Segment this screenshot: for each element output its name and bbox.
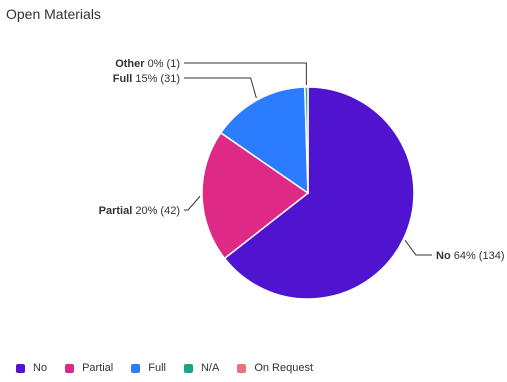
pie-slice-full[interactable] — [219, 86, 309, 195]
leader-line-no — [404, 239, 432, 256]
legend-label-na: N/A — [200, 362, 220, 374]
legend-label-no: No — [33, 362, 48, 374]
pie-slice-other[interactable] — [304, 86, 309, 194]
chart-title: Open Materials — [6, 6, 101, 22]
leader-line-other — [184, 62, 307, 86]
legend-item-on-request[interactable]: On Request — [237, 362, 313, 374]
chart-legend: No Partial Full N/A On Request — [16, 362, 331, 374]
pie-slice-no[interactable] — [223, 86, 415, 300]
legend-item-na[interactable]: N/A — [183, 362, 220, 374]
legend-swatch-partial — [65, 363, 75, 373]
leader-line-full — [184, 77, 257, 99]
legend-swatch-no — [16, 363, 25, 373]
legend-swatch-full — [131, 363, 141, 373]
data-label-partial: Partial 20% (42) — [99, 205, 180, 217]
legend-item-partial[interactable]: Partial — [65, 362, 113, 374]
legend-label-partial: Partial — [82, 362, 114, 374]
pie-chart: No 64% (134) Partial 20% (42) Full 15% (31… — [99, 58, 504, 300]
legend-item-full[interactable]: Full — [131, 362, 166, 374]
legend-swatch-na — [183, 363, 193, 373]
legend-item-no[interactable]: No — [16, 362, 47, 374]
legend-label-on-request: On Request — [254, 362, 314, 374]
data-label-full: Full 15% (31) — [113, 73, 180, 85]
legend-swatch-on-request — [237, 363, 247, 373]
data-label-no: No 64% (134) — [436, 250, 504, 262]
leader-line-partial — [184, 195, 201, 211]
legend-label-full: Full — [148, 362, 166, 374]
data-label-other: Other 0% (1) — [115, 58, 180, 70]
pie-slice-partial[interactable] — [201, 131, 310, 260]
